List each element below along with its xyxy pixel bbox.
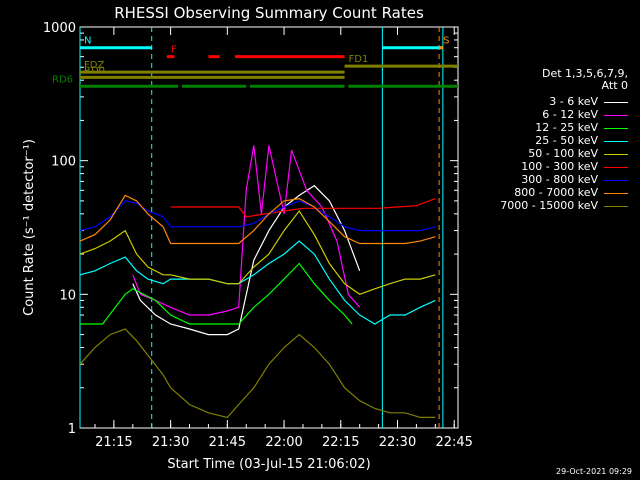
- x-tick-label: 22:45: [435, 435, 472, 450]
- x-tick-label: 21:30: [152, 435, 189, 450]
- legend-item-label: 7000 - 15000 keV: [500, 199, 598, 212]
- chart-title: RHESSI Observing Summary Count Rates: [114, 4, 424, 22]
- legend-item-label: 6 - 12 keV: [542, 108, 598, 121]
- flag-label-rd0: RD0: [84, 65, 105, 76]
- legend-swatch: [604, 114, 628, 116]
- flag-label-rd6: RD6: [52, 74, 73, 85]
- legend-item: 800 - 7000 keV: [514, 187, 628, 199]
- flag-label-fd1: FD1: [349, 54, 369, 65]
- legend-item: 7000 - 15000 keV: [500, 200, 628, 212]
- series-line-1: [132, 145, 361, 316]
- legend-item-label: 50 - 100 keV: [528, 147, 598, 160]
- legend-item-label: 3 - 6 keV: [549, 95, 598, 108]
- legend-swatch: [604, 127, 628, 129]
- legend-item: 3 - 6 keV: [549, 96, 628, 108]
- series-line-3: [79, 240, 436, 325]
- legend-item: 12 - 25 keV: [535, 122, 628, 134]
- legend-item-label: 12 - 25 keV: [535, 121, 598, 134]
- x-tick-label: 21:15: [95, 435, 132, 450]
- legend-item-label: 100 - 300 keV: [521, 160, 598, 173]
- legend-title: Det 1,3,5,6,7,9, Att 0: [542, 68, 628, 92]
- timestamp: 29-Oct-2021 09:29: [556, 467, 632, 476]
- legend-item: 6 - 12 keV: [542, 109, 628, 121]
- legend-item-label: 800 - 7000 keV: [514, 186, 598, 199]
- legend-swatch: [604, 205, 628, 207]
- legend-item-label: 300 - 800 keV: [521, 173, 598, 186]
- x-tick-label: 22:00: [265, 435, 302, 450]
- y-tick-label: 10: [59, 288, 76, 303]
- y-axis-label: Count Rate (s⁻¹ detector⁻¹): [22, 139, 37, 316]
- x-tick-label: 22:30: [379, 435, 416, 450]
- series-line-0: [132, 184, 361, 336]
- flag-label-n: N: [84, 36, 91, 47]
- legend-title-line-1: Det 1,3,5,6,7,9,: [541, 67, 628, 80]
- flag-label-fdz: FDZ: [84, 60, 104, 71]
- legend-swatch: [604, 101, 628, 103]
- y-tick-label: 1000: [43, 21, 76, 36]
- legend-item: 100 - 300 keV: [521, 161, 628, 173]
- series-line-5: [170, 198, 436, 218]
- x-axis-label: Start Time (03-Jul-15 21:06:02): [167, 457, 370, 472]
- series-line-8: [79, 328, 436, 419]
- legend-item-label: 25 - 50 keV: [535, 134, 598, 147]
- y-tick-label: 100: [51, 155, 76, 170]
- legend-item: 25 - 50 keV: [535, 135, 628, 147]
- series-line-4: [79, 209, 436, 295]
- flag-label-f: F: [171, 45, 177, 56]
- legend-swatch: [604, 140, 628, 142]
- x-tick-label: 21:45: [209, 435, 246, 450]
- series-line-7: [79, 194, 436, 245]
- legend-swatch: [604, 153, 628, 155]
- flag-label-s: S: [443, 36, 449, 47]
- legend-item: 50 - 100 keV: [528, 148, 628, 160]
- series-line-6: [79, 200, 436, 232]
- legend-item: 300 - 800 keV: [521, 174, 628, 186]
- legend-swatch: [604, 179, 628, 181]
- legend-swatch: [604, 192, 628, 194]
- x-tick-label: 22:15: [322, 435, 359, 450]
- series-line-2: [80, 262, 353, 325]
- legend-swatch: [604, 166, 628, 168]
- legend-title-line-2: Att 0: [601, 79, 628, 92]
- y-tick-label: 1: [68, 422, 76, 437]
